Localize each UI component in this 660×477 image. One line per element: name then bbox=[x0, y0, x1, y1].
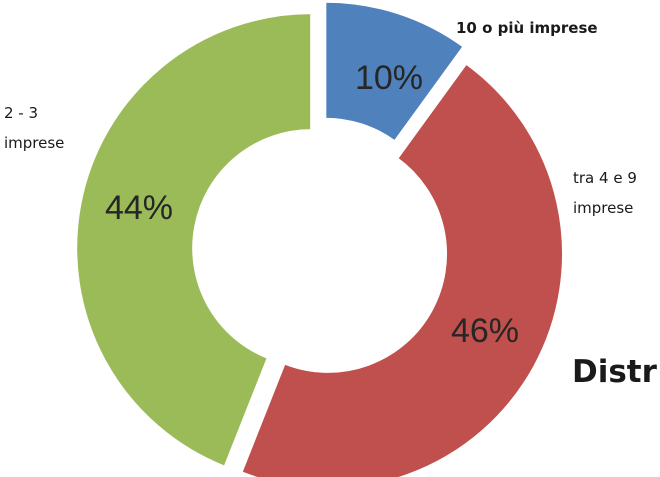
category-label-4-9-line1: tra 4 e 9 bbox=[573, 169, 637, 187]
percentage-label-4-9: 46% bbox=[451, 312, 519, 350]
category-label-2-3-line1: 2 - 3 bbox=[4, 104, 38, 122]
category-label-10-plus: 10 o più imprese bbox=[456, 19, 598, 37]
percentage-label-2-3: 44% bbox=[105, 189, 173, 227]
category-label-2-3-line2: imprese bbox=[4, 134, 64, 152]
category-label-4-9-line2: imprese bbox=[573, 199, 633, 217]
percentage-label-10-plus: 10% bbox=[355, 59, 423, 97]
donut-slice-10-plus bbox=[324, 0, 465, 143]
category-label-4-9: tra 4 e 9 imprese bbox=[573, 169, 642, 217]
category-label-2-3: 2 - 3 imprese bbox=[4, 104, 64, 152]
chart-title-partial: Distr bbox=[572, 354, 658, 390]
donut-slice-2-3 bbox=[75, 12, 313, 468]
donut-slice-4-9 bbox=[240, 62, 564, 477]
percentage-labels: 10% 46% 44% bbox=[105, 59, 519, 350]
slices-layer bbox=[75, 0, 564, 477]
